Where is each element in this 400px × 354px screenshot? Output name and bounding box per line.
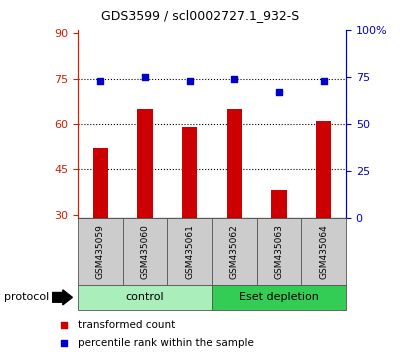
- Point: [320, 78, 327, 84]
- Bar: [78, 218, 123, 285]
- Point: [251, 228, 258, 234]
- Text: GSM435059: GSM435059: [96, 224, 105, 279]
- Point: [231, 76, 238, 82]
- Text: transformed count: transformed count: [78, 320, 176, 330]
- Point: [97, 78, 104, 84]
- Bar: [92, 148, 108, 218]
- Point: [276, 89, 282, 95]
- Text: GDS3599 / scl0002727.1_932-S: GDS3599 / scl0002727.1_932-S: [101, 9, 299, 22]
- Bar: [78, 285, 212, 310]
- Text: control: control: [126, 292, 164, 302]
- Bar: [167, 218, 212, 285]
- Text: GSM435063: GSM435063: [274, 224, 284, 279]
- Text: GSM435062: GSM435062: [230, 224, 239, 279]
- Text: protocol: protocol: [4, 292, 49, 302]
- Bar: [257, 218, 301, 285]
- Text: GSM435064: GSM435064: [319, 224, 328, 279]
- Point: [251, 68, 258, 73]
- Text: GSM435060: GSM435060: [140, 224, 150, 279]
- Bar: [212, 218, 257, 285]
- Text: GSM435061: GSM435061: [185, 224, 194, 279]
- Bar: [316, 121, 332, 218]
- Bar: [301, 218, 346, 285]
- Text: Eset depletion: Eset depletion: [239, 292, 319, 302]
- Bar: [123, 218, 167, 285]
- Text: percentile rank within the sample: percentile rank within the sample: [78, 338, 254, 348]
- Bar: [137, 109, 153, 218]
- Bar: [226, 109, 242, 218]
- Bar: [182, 127, 198, 218]
- Point: [186, 78, 193, 84]
- Bar: [271, 190, 287, 218]
- Point: [142, 74, 148, 80]
- Bar: [212, 285, 346, 310]
- FancyArrow shape: [52, 290, 72, 305]
